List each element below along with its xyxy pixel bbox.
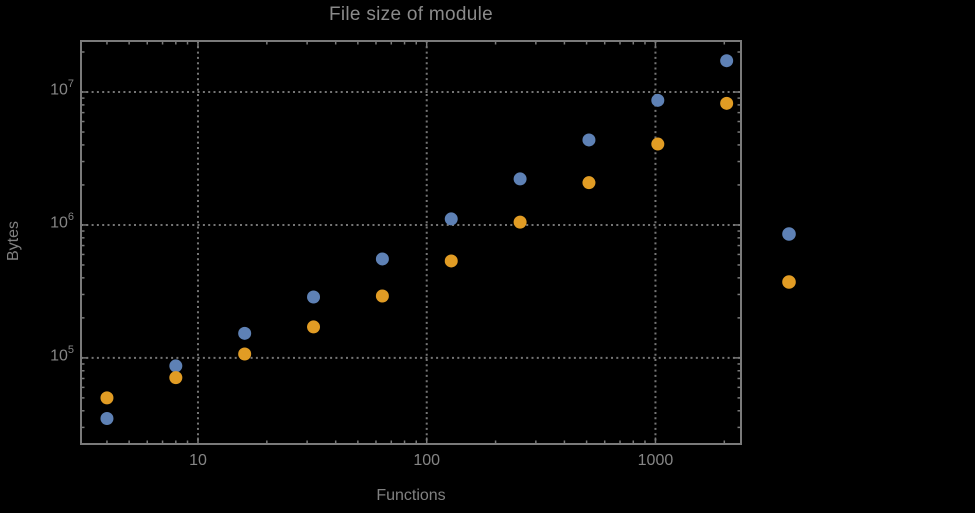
data-point-series-blue xyxy=(169,359,183,373)
data-point-series-orange xyxy=(720,96,734,110)
plot-frame xyxy=(80,40,742,445)
data-point-series-blue xyxy=(582,133,596,147)
data-point-series-blue xyxy=(238,326,252,340)
y-tick-label: 106 xyxy=(50,210,74,232)
data-point-series-blue xyxy=(444,212,458,226)
data-point-series-orange xyxy=(444,254,458,268)
y-tick-exponent: 7 xyxy=(67,78,74,91)
data-point-series-orange xyxy=(513,215,527,229)
y-tick-exponent: 5 xyxy=(67,343,74,356)
data-point-series-orange xyxy=(651,137,665,151)
x-tick-label: 10 xyxy=(189,452,207,469)
data-point-series-orange xyxy=(169,371,183,385)
data-point-series-blue xyxy=(720,54,734,68)
data-point-series-blue xyxy=(651,93,665,107)
data-point-series-blue xyxy=(375,252,389,266)
y-tick-label: 105 xyxy=(50,343,74,365)
data-point-series-orange xyxy=(582,176,596,190)
x-tick-label: 100 xyxy=(413,452,441,469)
data-point-series-orange xyxy=(238,347,252,361)
chart-title: File size of module xyxy=(328,4,494,25)
legend-marker-series-orange xyxy=(782,275,796,289)
x-axis-label: Functions xyxy=(376,487,446,504)
y-tick-exponent: 6 xyxy=(67,210,74,223)
data-point-series-orange xyxy=(375,289,389,303)
data-point-series-blue xyxy=(100,411,114,425)
x-tick-label: 1000 xyxy=(637,452,674,469)
data-point-series-orange xyxy=(100,391,114,405)
legend-marker-series-blue xyxy=(782,227,796,241)
data-point-series-blue xyxy=(307,290,321,304)
data-point-series-orange xyxy=(307,320,321,334)
y-axis-label: Bytes xyxy=(5,220,22,262)
data-point-series-blue xyxy=(513,172,527,186)
y-tick-label: 107 xyxy=(50,78,74,99)
